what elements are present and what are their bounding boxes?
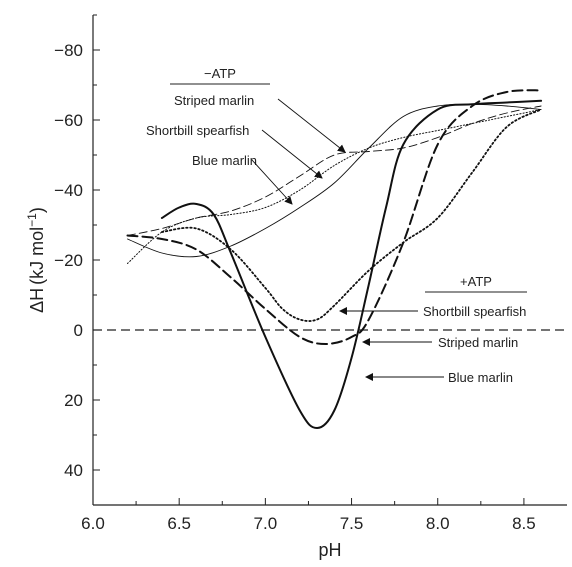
series-line-minus-atp-shortbill-spearfish [127, 109, 542, 264]
series-line-plus-atp-shortbill-spearfish [161, 108, 542, 322]
series-line-minus-atp-striped-marlin [127, 105, 542, 236]
plus-atp-shortbill-spearfish-label: Shortbill spearfish [423, 304, 526, 319]
x-tick-label: 6.0 [81, 514, 105, 533]
x-tick-label: 7.0 [254, 514, 278, 533]
y-axis-title-exponent: −1 [25, 213, 39, 227]
x-tick-label: 8.5 [512, 514, 536, 533]
y-tick-label: −40 [54, 181, 83, 200]
y-tick-label: −60 [54, 111, 83, 130]
arrow-minus-atp-shortbill-spearfish [261, 129, 323, 179]
arrow-minus-atp-blue-marlin [251, 159, 293, 205]
y-tick-label: 0 [74, 321, 83, 340]
plus-atp-blue-marlin-label: Blue marlin [448, 370, 513, 385]
minus-atp-striped-marlin-label: Striped marlin [174, 93, 254, 108]
y-axis-title-delta: ΔH [27, 288, 47, 313]
y-tick-label: −20 [54, 251, 83, 270]
y-tick-label: 40 [64, 461, 83, 480]
y-axis-title-close: ) [27, 207, 47, 213]
minus-atp-shortbill-spearfish-label: Shortbill spearfish [146, 123, 249, 138]
annotation-arrows [251, 98, 444, 381]
series-line-plus-atp-blue-marlin [160, 99, 543, 430]
plot-frame [92, 15, 567, 506]
y-tick-label: −80 [54, 41, 83, 60]
y-axis-title-units: (kJ mol [27, 227, 47, 285]
minus-atp-blue-marlin-label: Blue marlin [192, 153, 257, 168]
x-tick-label: 6.5 [167, 514, 191, 533]
plus-atp-label: +ATP [460, 274, 492, 289]
x-axis-title: pH [318, 540, 341, 560]
series-lines [126, 89, 543, 430]
arrow-minus-atp-striped-marlin [277, 98, 346, 153]
plus-atp-striped-marlin-label: Striped marlin [438, 335, 518, 350]
x-tick-label: 8.0 [426, 514, 450, 533]
axis-ticks: 6.0 6.5 7.0 7.5 8.0 8.5 −80 −60 −40 −20 0 20 40 [54, 14, 536, 533]
annotations: −ATP Striped marlin Shortbill spearfish … [146, 66, 527, 385]
series-line-plus-atp-striped-marlin [126, 89, 543, 346]
axis-titles: pH ΔH (kJ mol−1) [25, 207, 342, 560]
minus-atp-label: −ATP [204, 66, 236, 81]
y-axis-title: ΔH (kJ mol−1) [25, 207, 47, 313]
x-tick-label: 7.5 [340, 514, 364, 533]
y-tick-label: 20 [64, 391, 83, 410]
